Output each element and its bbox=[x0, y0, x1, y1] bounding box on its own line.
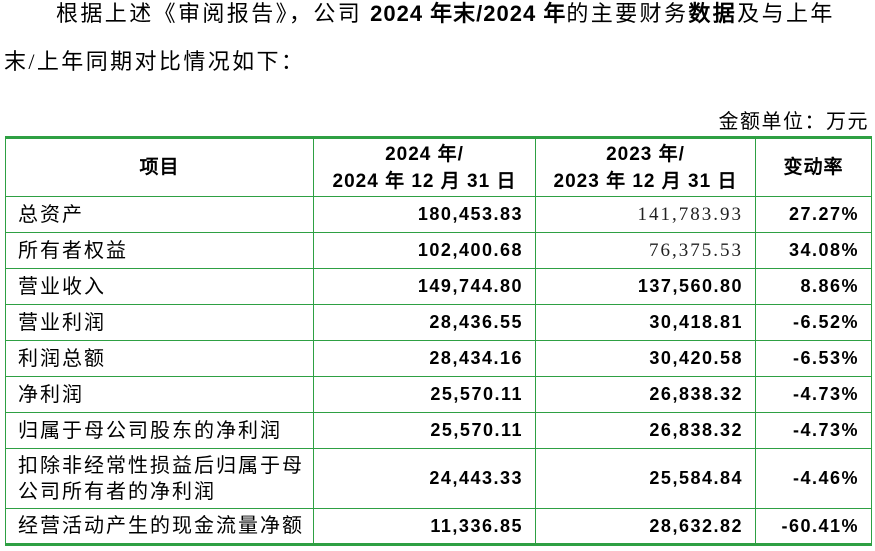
change-rate: -60.41% bbox=[755, 508, 872, 546]
row-label: 经营活动产生的现金流量净额 bbox=[5, 508, 314, 546]
header-2023-line-1: 2023 年/ bbox=[606, 143, 685, 165]
table-row: 利润总额 28,434.16 30,420.58 -6.53% bbox=[5, 340, 872, 377]
row-label: 扣除非经常性损益后归属于母 公司所有者的净利润 bbox=[5, 448, 314, 509]
header-item: 项目 bbox=[5, 136, 314, 197]
value-2024: 28,436.55 bbox=[313, 304, 536, 341]
value-2024: 180,453.83 bbox=[313, 196, 536, 233]
intro-paragraph-line-1: 根据上述《审阅报告》，公司 2024 年末/2024 年的主要财务数据及与上年 bbox=[56, 0, 872, 28]
value-2023: 30,420.58 bbox=[535, 340, 756, 377]
value-2023: 26,838.32 bbox=[535, 376, 756, 413]
intro-data-bold: 数据 bbox=[688, 1, 738, 26]
table-row: 营业收入 149,744.80 137,560.80 8.86% bbox=[5, 268, 872, 305]
header-change-rate: 变动率 bbox=[755, 136, 872, 197]
change-rate: 8.86% bbox=[755, 268, 872, 305]
value-2024: 102,400.68 bbox=[313, 232, 536, 269]
value-2024: 24,443.33 bbox=[313, 448, 536, 509]
row-label: 所有者权益 bbox=[5, 232, 314, 269]
header-2024-line-2: 2024 年 12 月 31 日 bbox=[332, 170, 517, 192]
header-2024: 2024 年/ 2024 年 12 月 31 日 bbox=[313, 136, 536, 197]
value-2023: 26,838.32 bbox=[535, 412, 756, 449]
row-label: 总资产 bbox=[5, 196, 314, 233]
row-label: 营业利润 bbox=[5, 304, 314, 341]
row-label: 归属于母公司股东的净利润 bbox=[5, 412, 314, 449]
value-2023: 28,632.82 bbox=[535, 508, 756, 546]
table-row: 扣除非经常性损益后归属于母 公司所有者的净利润 24,443.33 25,584… bbox=[5, 448, 872, 509]
intro-period-bold: 2024 年末/2024 年 bbox=[370, 1, 567, 26]
table-row: 归属于母公司股东的净利润 25,570.11 26,838.32 -4.73% bbox=[5, 412, 872, 449]
table-row: 经营活动产生的现金流量净额 11,336.85 28,632.82 -60.41… bbox=[5, 508, 872, 546]
row-label: 营业收入 bbox=[5, 268, 314, 305]
financial-data-table: 项目 2024 年/ 2024 年 12 月 31 日 2023 年/ 2023… bbox=[5, 136, 872, 546]
row-label-line-2: 公司所有者的净利润 bbox=[18, 480, 216, 503]
change-rate: 34.08% bbox=[755, 232, 872, 269]
intro-text-post: 及与上年 bbox=[737, 1, 835, 26]
header-2023-line-2: 2023 年 12 月 31 日 bbox=[553, 170, 738, 192]
value-2023: 137,560.80 bbox=[535, 268, 756, 305]
table-row: 营业利润 28,436.55 30,418.81 -6.52% bbox=[5, 304, 872, 341]
table-row: 净利润 25,570.11 26,838.32 -4.73% bbox=[5, 376, 872, 413]
table-row: 总资产 180,453.83 141,783.93 27.27% bbox=[5, 196, 872, 233]
value-2023: 30,418.81 bbox=[535, 304, 756, 341]
value-2023: 25,584.84 bbox=[535, 448, 756, 509]
row-label-line-1: 扣除非经常性损益后归属于母 bbox=[18, 454, 304, 477]
value-2023: 141,783.93 bbox=[535, 196, 756, 233]
header-2024-line-1: 2024 年/ bbox=[385, 143, 464, 165]
change-rate: -4.73% bbox=[755, 412, 872, 449]
table-header-row: 项目 2024 年/ 2024 年 12 月 31 日 2023 年/ 2023… bbox=[5, 136, 872, 197]
row-label: 净利润 bbox=[5, 376, 314, 413]
value-2024: 28,434.16 bbox=[313, 340, 536, 377]
intro-text-mid: 的主要财务 bbox=[566, 1, 689, 26]
value-2024: 25,570.11 bbox=[313, 412, 536, 449]
change-rate: 27.27% bbox=[755, 196, 872, 233]
change-rate: -4.46% bbox=[755, 448, 872, 509]
value-2024: 149,744.80 bbox=[313, 268, 536, 305]
change-rate: -6.52% bbox=[755, 304, 872, 341]
row-label: 利润总额 bbox=[5, 340, 314, 377]
amount-unit-note: 金额单位：万元 bbox=[718, 111, 869, 133]
change-rate: -4.73% bbox=[755, 376, 872, 413]
value-2024: 11,336.85 bbox=[313, 508, 536, 546]
header-2023: 2023 年/ 2023 年 12 月 31 日 bbox=[535, 136, 756, 197]
change-rate: -6.53% bbox=[755, 340, 872, 377]
intro-paragraph-line-2: 末/上年同期对比情况如下： bbox=[4, 49, 306, 74]
value-2023: 76,375.53 bbox=[535, 232, 756, 269]
value-2024: 25,570.11 bbox=[313, 376, 536, 413]
table-row: 所有者权益 102,400.68 76,375.53 34.08% bbox=[5, 232, 872, 269]
intro-text-pre: 根据上述《审阅报告》，公司 bbox=[56, 1, 371, 26]
